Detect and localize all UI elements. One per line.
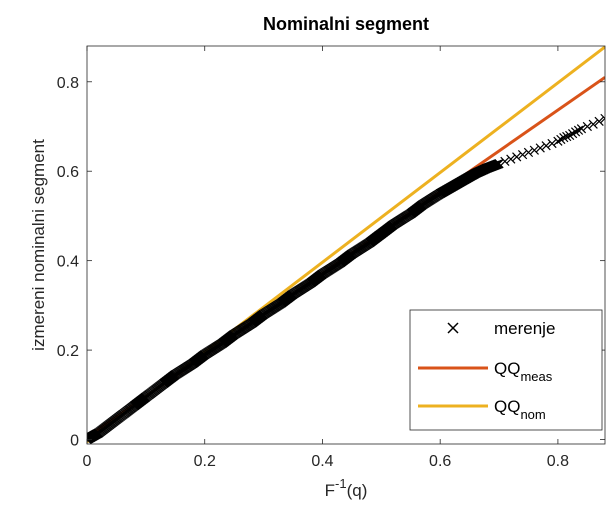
data-point <box>600 113 605 124</box>
x-axis-label-sup: -1 <box>335 476 347 491</box>
data-point <box>523 147 534 158</box>
x-axis-label: F-1(q) <box>325 476 368 500</box>
data-point <box>535 143 545 153</box>
data-point <box>556 134 566 145</box>
data-point <box>565 130 575 141</box>
x-tick-label: 0.8 <box>547 453 569 470</box>
data-point <box>494 158 504 169</box>
legend-label-qq-meas-sub: meas <box>520 369 552 384</box>
y-tick-label: 0.6 <box>57 164 79 181</box>
axes-box <box>86 45 606 445</box>
data-point <box>547 138 557 149</box>
x-tick-label: 0 <box>83 453 92 470</box>
series-layer <box>87 46 605 444</box>
chart-title: Nominalni segment <box>263 14 429 34</box>
data-point <box>570 127 581 137</box>
x-tick-label: 0.6 <box>429 453 451 470</box>
data-point <box>559 133 569 143</box>
data-point <box>588 119 598 129</box>
data-point <box>500 156 510 166</box>
legend-label-qq-nom-base: QQ <box>494 397 520 416</box>
x-axis-label-base: F <box>325 481 335 500</box>
data-point <box>568 129 578 139</box>
data-point <box>506 154 516 164</box>
x-tick-label: 0.4 <box>311 453 333 470</box>
y-tick-label: 0.8 <box>57 75 79 92</box>
data-point <box>553 136 563 146</box>
y-tick-label: 0.4 <box>57 254 79 271</box>
data-point <box>562 131 572 142</box>
data-point <box>576 124 587 134</box>
legend-marker-x <box>447 322 459 334</box>
data-point <box>582 121 592 132</box>
data-point <box>529 145 539 155</box>
data-point <box>573 125 584 135</box>
y-axis: 0 0.2 0.4 0.6 0.8 <box>57 75 605 450</box>
legend-item-qq-nom: QQnom <box>418 397 546 422</box>
x-tick-label: 0.2 <box>194 453 216 470</box>
data-point <box>517 150 528 160</box>
legend-x-glyph <box>447 322 459 334</box>
y-axis-label: izmereni nominalni segment <box>29 139 48 351</box>
data-point <box>594 116 604 126</box>
y-tick-label: 0.2 <box>57 343 79 360</box>
legend-label-merenje: merenje <box>494 319 555 338</box>
data-point <box>541 141 551 151</box>
data-point <box>512 152 522 162</box>
series-merenje <box>87 113 605 444</box>
y-tick-label: 0 <box>70 433 79 450</box>
x-axis: 0 0.2 0.4 0.6 0.8 <box>83 46 569 470</box>
legend-item-merenje: merenje <box>447 319 555 338</box>
legend-item-qq-meas: QQmeas <box>418 359 553 384</box>
legend: merenje QQmeas QQnom <box>409 309 603 431</box>
legend-label-qq-meas: QQmeas <box>494 359 553 384</box>
legend-label-qq-nom: QQnom <box>494 397 546 422</box>
legend-label-qq-nom-sub: nom <box>520 407 545 422</box>
legend-label-qq-meas-base: QQ <box>494 359 520 378</box>
x-axis-label-rest: (q) <box>347 481 368 500</box>
legend-box <box>409 309 603 431</box>
